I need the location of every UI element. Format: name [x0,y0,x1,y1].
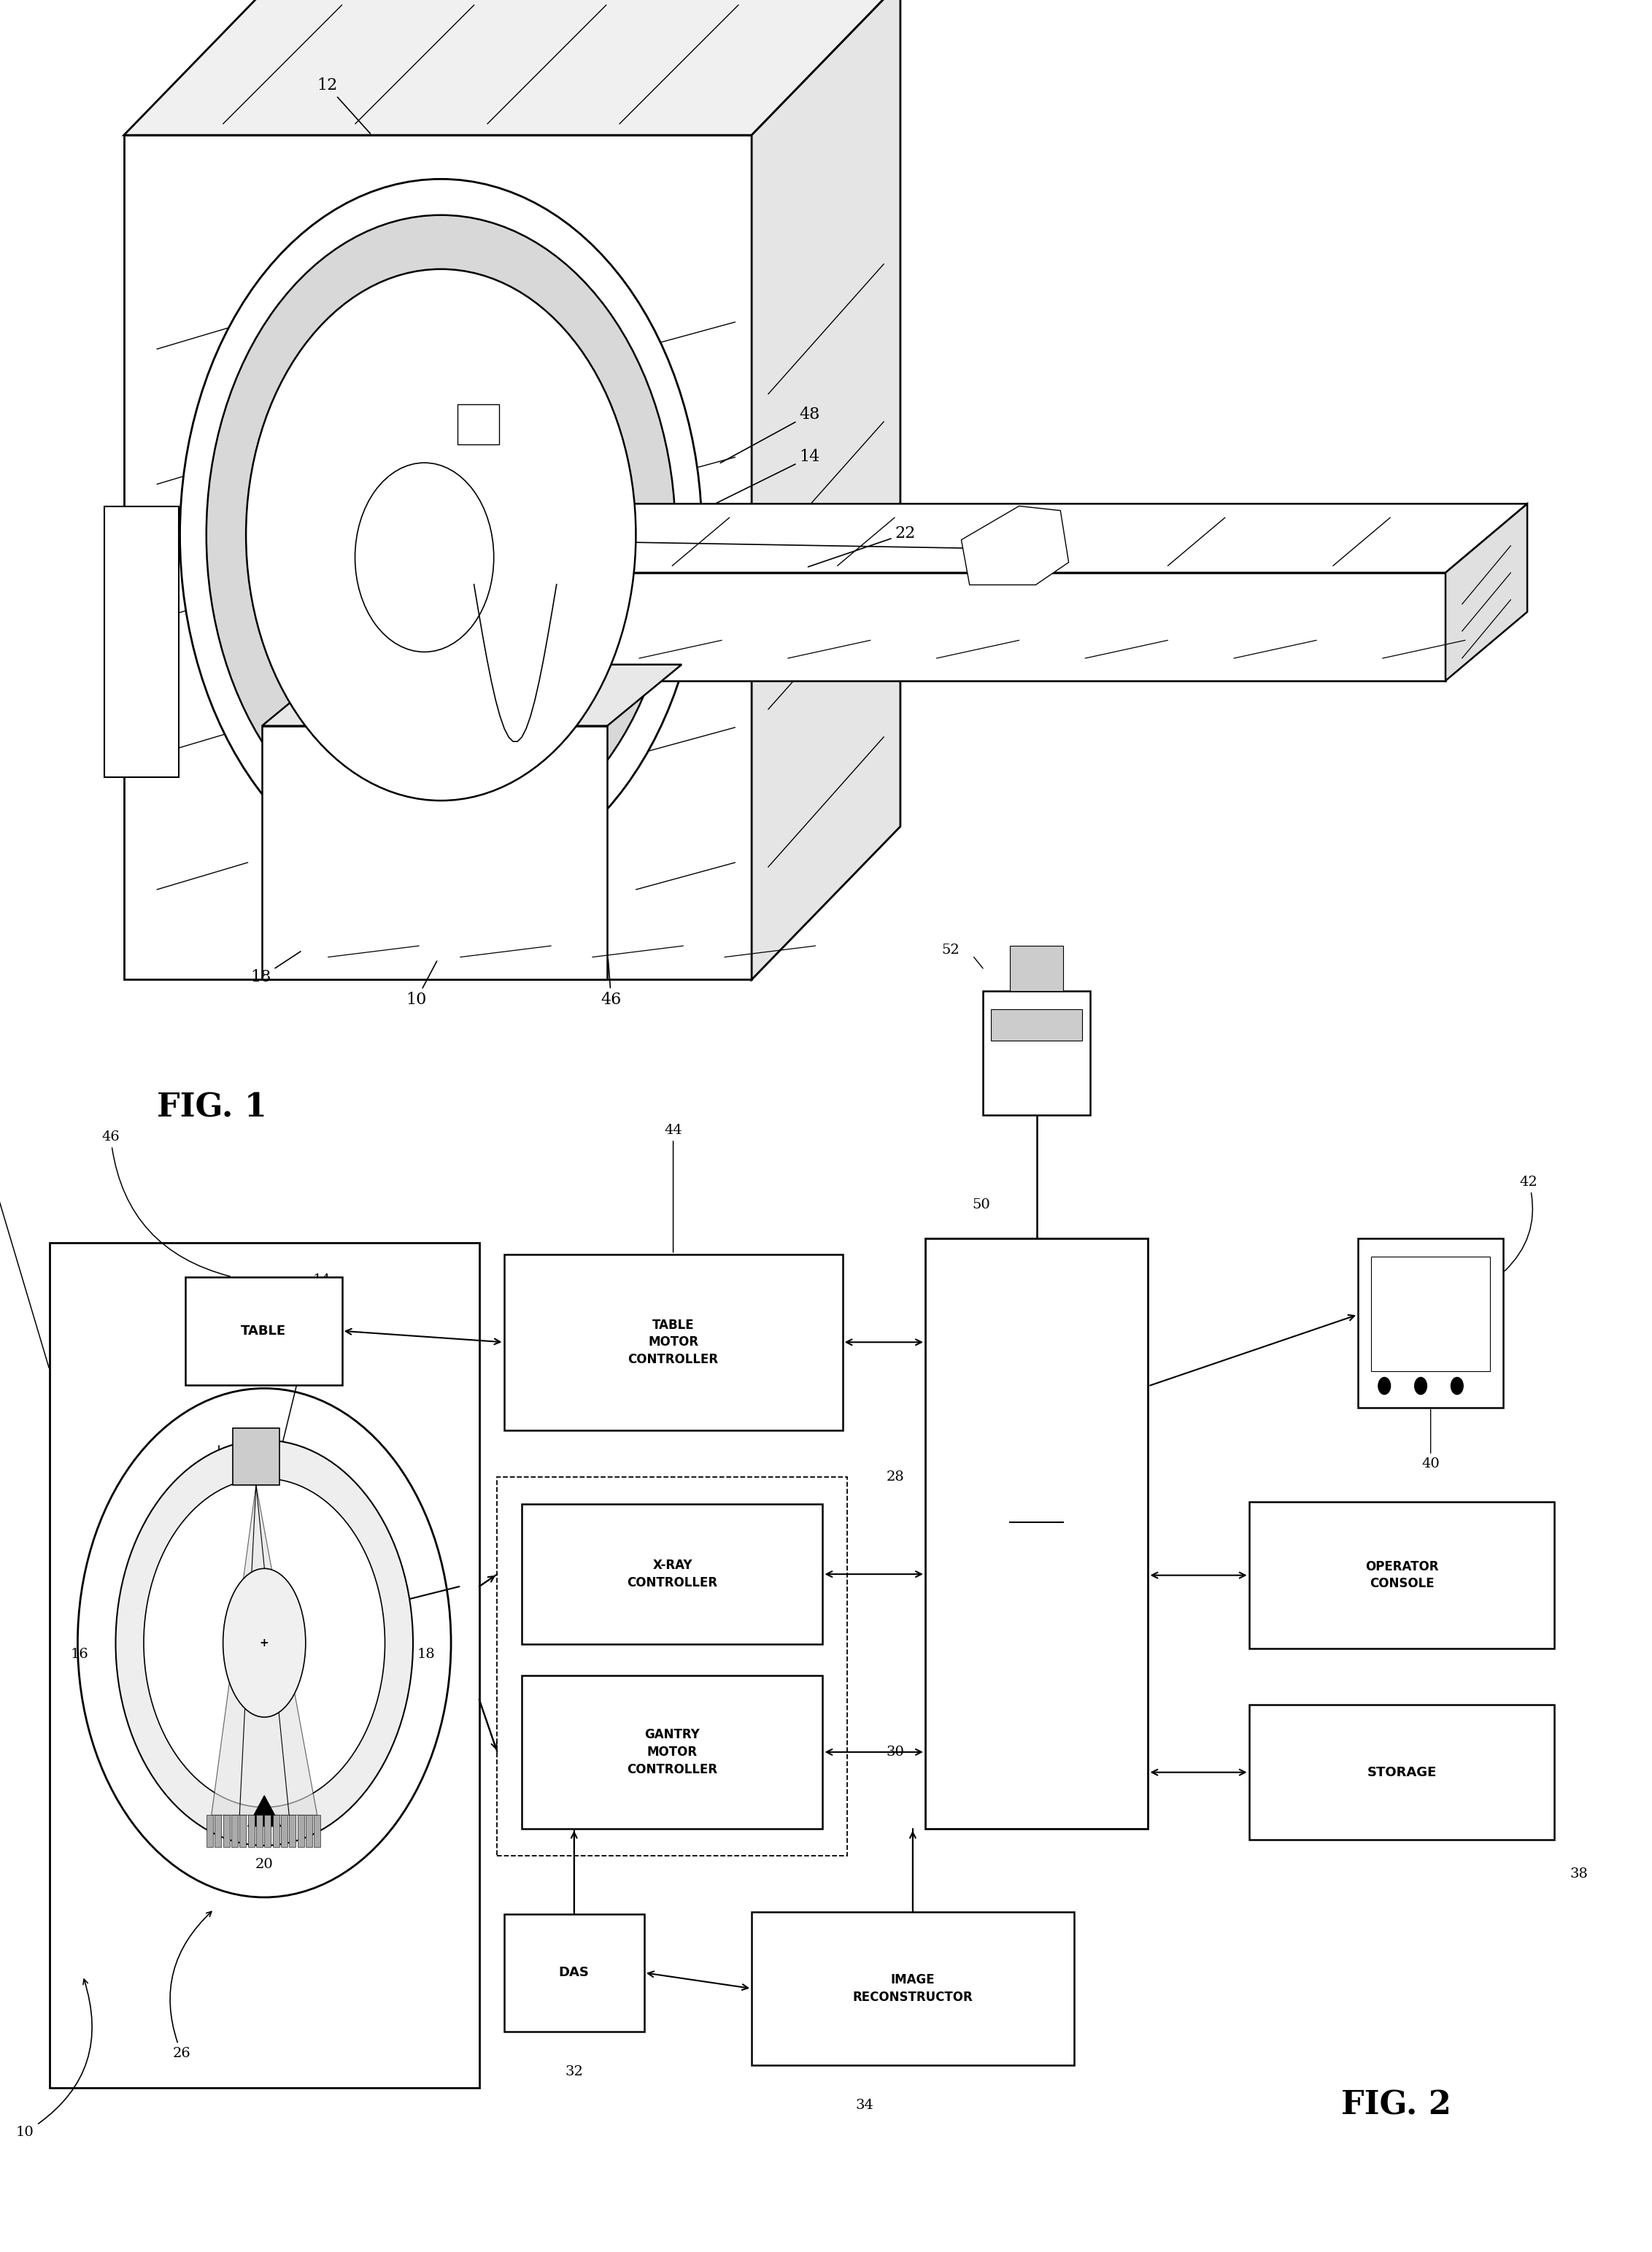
Bar [206,1815,213,1847]
Text: 40: 40 [1422,1410,1439,1471]
Text: 36: 36 [1028,1498,1046,1511]
Text: 22: 22 [160,1603,177,1615]
Text: 22: 22 [808,525,915,568]
Circle shape [1414,1376,1427,1394]
Text: 12: 12 [0,1169,50,1367]
Text: 42: 42 [1505,1176,1538,1270]
Text: 30: 30 [887,1745,904,1759]
Bar [223,1815,230,1847]
Text: X-RAY
CONTROLLER: X-RAY CONTROLLER [628,1558,717,1590]
Text: 14: 14 [715,448,819,504]
Text: FIG. 1: FIG. 1 [157,1092,268,1124]
Bar [497,1477,847,1856]
Text: 44: 44 [664,1124,682,1252]
Text: 24: 24 [286,1574,302,1585]
Circle shape [144,1480,385,1806]
Bar [289,1815,296,1847]
Bar [925,1239,1148,1829]
Polygon shape [233,1428,279,1484]
Polygon shape [991,1009,1082,1040]
Bar [231,1815,238,1847]
Circle shape [246,270,636,802]
Circle shape [206,216,676,856]
Text: STORAGE: STORAGE [1366,1766,1437,1779]
Text: 16: 16 [71,1648,88,1660]
Polygon shape [1371,1257,1490,1371]
Text: OPERATOR
CONSOLE: OPERATOR CONSOLE [1365,1561,1439,1590]
Bar [248,1815,254,1847]
Text: 10: 10 [17,1980,93,2139]
Text: IMAGE
RECONSTRUCTOR: IMAGE RECONSTRUCTOR [852,1973,973,2004]
Polygon shape [1446,504,1526,680]
Polygon shape [263,664,682,725]
Text: 38: 38 [1571,1867,1588,1880]
Bar [314,1815,320,1847]
Polygon shape [425,572,1446,680]
Text: 46: 46 [601,959,621,1009]
Bar [273,1815,279,1847]
Text: COMPUTER: COMPUTER [999,1410,1074,1423]
Text: 48: 48 [720,405,819,464]
Text: 50: 50 [971,1198,990,1212]
Text: 20: 20 [256,1858,273,1871]
Bar [281,1815,287,1847]
Polygon shape [752,0,900,980]
Bar [1249,1502,1555,1648]
Text: 18: 18 [418,1648,434,1660]
Polygon shape [425,504,1526,572]
Circle shape [116,1441,413,1847]
Polygon shape [1358,1239,1503,1408]
Circle shape [1378,1376,1391,1394]
Text: DAS: DAS [558,1966,590,1980]
Circle shape [355,464,494,653]
Text: 12: 12 [317,77,370,133]
Circle shape [1450,1376,1464,1394]
Bar [752,1912,1074,2065]
Polygon shape [124,135,752,980]
Polygon shape [961,507,1069,586]
Polygon shape [1009,946,1064,991]
Bar [240,1815,246,1847]
Bar [1249,1705,1555,1840]
Bar [256,1815,263,1847]
Text: 28: 28 [887,1471,904,1484]
Bar [504,1254,843,1430]
Polygon shape [104,507,178,777]
Text: TABLE: TABLE [241,1324,286,1338]
Polygon shape [458,405,499,446]
Text: TABLE
MOTOR
CONTROLLER: TABLE MOTOR CONTROLLER [628,1317,719,1367]
Circle shape [78,1387,451,1896]
Circle shape [180,178,702,892]
Bar [185,1277,342,1385]
Text: 46: 46 [102,1131,230,1277]
Text: FIG. 2: FIG. 2 [1341,2090,1450,2121]
Text: GANTRY
MOTOR
CONTROLLER: GANTRY MOTOR CONTROLLER [628,1727,717,1777]
Bar [522,1504,823,1644]
Polygon shape [248,1795,281,1826]
Ellipse shape [223,1567,306,1716]
Polygon shape [124,0,900,135]
Polygon shape [983,991,1090,1115]
Bar [306,1815,312,1847]
Bar [264,1815,271,1847]
Text: +: + [259,1637,269,1648]
Text: 32: 32 [565,2065,583,2079]
Polygon shape [263,725,608,980]
Bar [522,1675,823,1829]
Bar [297,1815,304,1847]
Bar [504,1914,644,2031]
Text: 14: 14 [279,1275,330,1455]
Text: 26: 26 [170,1912,211,2061]
Polygon shape [211,1484,317,1815]
Text: 18: 18 [251,950,301,986]
Bar [50,1243,479,2088]
Text: 52: 52 [942,944,960,957]
Text: 10: 10 [406,962,436,1009]
Bar [215,1815,221,1847]
Text: 34: 34 [856,2099,874,2112]
